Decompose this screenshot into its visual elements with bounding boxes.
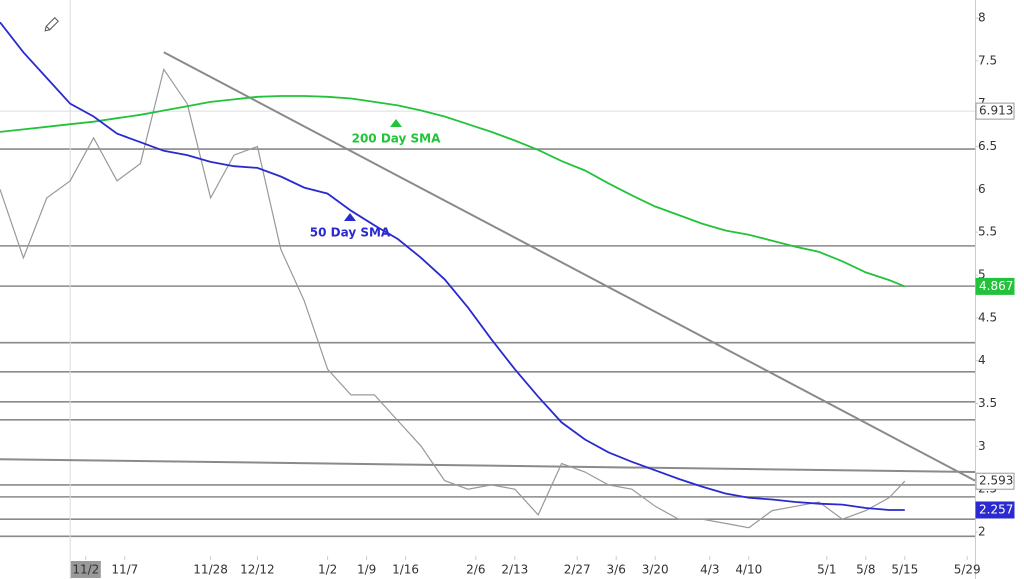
trendline [163,51,976,482]
x-tick-label: 2/13 [501,563,528,577]
x-tick-label: 11/2 [72,563,99,577]
y-tick-label: 5 [978,268,986,282]
x-tick-highlight [70,561,101,578]
x-tick-label: 3/6 [607,563,626,577]
x-tick-label: 3/20 [642,563,669,577]
pencil-body [45,17,59,31]
x-tick-label: 5/29 [954,563,981,577]
x-tick-label: 5/15 [891,563,918,577]
series-line [0,67,906,529]
y-tick-label: 7.5 [978,53,997,67]
y-tick-label: 4 [978,353,986,367]
trendline [0,458,976,474]
price-tag-label: 4.867 [979,279,1013,293]
x-tick-label: 4/10 [735,563,762,577]
x-tick-label: 2/6 [466,563,485,577]
x-tick-label: 11/7 [111,563,138,577]
annotation-marker [390,119,402,127]
y-tick-label: 3 [978,439,986,453]
y-tick-label: 6.5 [978,139,997,153]
x-tick-label: 2/27 [564,563,591,577]
price-tag-label: 2.257 [979,502,1013,516]
x-tick-label: 4/3 [700,563,719,577]
price-tag-label: 2.593 [979,474,1013,488]
pencil-icon[interactable] [43,17,59,33]
y-tick-label: 2 [978,525,986,539]
x-tick-label: 5/1 [817,563,836,577]
x-tick-label: 1/2 [318,563,337,577]
series-annotation: 200 Day SMA [352,132,442,146]
y-tick-label: 8 [978,10,986,24]
series-line [0,95,906,288]
y-tick-label: 6 [978,182,986,196]
x-tick-label: 12/12 [240,563,275,577]
y-tick-label: 4.5 [978,310,997,324]
x-tick-label: 1/16 [392,563,419,577]
annotation-marker [344,213,356,221]
price-tag [975,102,1015,120]
y-tick-label: 5.5 [978,225,997,239]
price-tag [975,277,1015,295]
series-annotation: 50 Day SMA [310,226,391,240]
price-tag [975,472,1015,490]
y-tick-label: 3.5 [978,396,997,410]
x-tick-label: 11/28 [193,563,228,577]
price-tag-label: 6.913 [979,104,1013,118]
x-tick-label: 5/8 [856,563,875,577]
x-tick-label: 1/9 [357,563,376,577]
series-line [0,21,905,511]
price-tag [975,501,1015,519]
pencil-tip [44,26,50,32]
